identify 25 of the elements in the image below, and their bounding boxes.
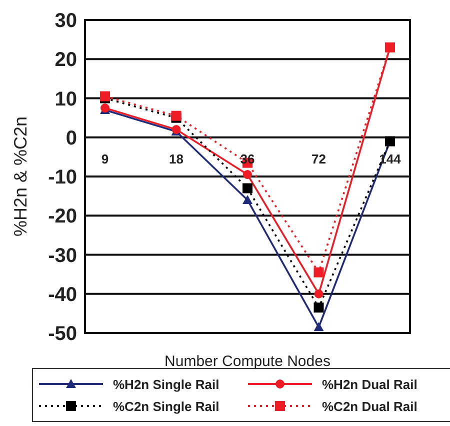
legend-label: %H2n Dual Rail: [322, 376, 418, 392]
point: [242, 194, 252, 204]
y-tick-label: -50: [48, 323, 77, 346]
x-axis-title: Number Compute Nodes: [164, 353, 330, 370]
x-tick-label: 9: [101, 151, 109, 166]
point: [314, 302, 324, 313]
y-tick-label: -30: [48, 244, 77, 267]
y-tick-label: 10: [54, 88, 77, 110]
legend-label: %C2n Single Rail: [113, 398, 220, 414]
point: [314, 289, 324, 298]
point: [243, 170, 252, 180]
y-tick-label: 0: [66, 127, 77, 150]
y-tick-label: -40: [48, 284, 77, 306]
legend-label: %H2n Single Rail: [113, 376, 220, 392]
y-tick-label: 30: [54, 10, 77, 32]
y-tick-label: 20: [54, 49, 77, 72]
y-tick-label: -10: [48, 166, 77, 189]
legend-label: %C2n Dual Rail: [322, 398, 418, 414]
y-axis-title: %H2n & %C2n: [10, 116, 30, 237]
y-tick-label: -20: [48, 206, 77, 228]
point: [242, 183, 252, 194]
x-tick-label: 18: [169, 151, 184, 166]
point: [314, 322, 324, 332]
point: [314, 267, 324, 278]
x-tick-label: 72: [312, 151, 326, 166]
